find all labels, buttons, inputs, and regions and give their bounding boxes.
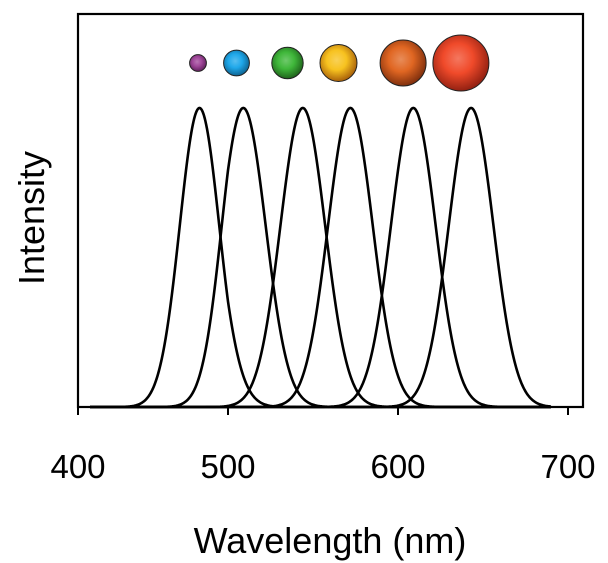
particle-marker-3 [271, 46, 304, 80]
spectrum-curve-6 [90, 106, 552, 409]
spectrum-curves [90, 106, 552, 409]
particle-marker-4 [319, 44, 358, 82]
x-tick-label-700: 700 [540, 448, 595, 485]
x-axis-ticks [77, 407, 569, 415]
x-axis-tick-labels: 400 500 600 700 [50, 448, 595, 485]
x-tick-label-500: 500 [200, 448, 255, 485]
particle-marker-2 [223, 49, 250, 77]
particle-markers [189, 34, 490, 92]
particle-marker-1 [189, 54, 207, 72]
spectrum-curve-5 [90, 106, 551, 409]
x-tick-label-400: 400 [50, 448, 105, 485]
x-tick-label-600: 600 [370, 448, 425, 485]
y-axis-title: Intensity [11, 151, 52, 285]
spectrum-curve-1 [90, 106, 551, 409]
spectrum-curve-4 [90, 106, 551, 409]
spectrum-curve-3 [90, 106, 551, 409]
spectrum-curve-2 [90, 106, 551, 409]
particle-marker-5 [379, 39, 427, 87]
x-axis-title: Wavelength (nm) [194, 520, 467, 561]
particle-marker-6 [432, 34, 490, 92]
